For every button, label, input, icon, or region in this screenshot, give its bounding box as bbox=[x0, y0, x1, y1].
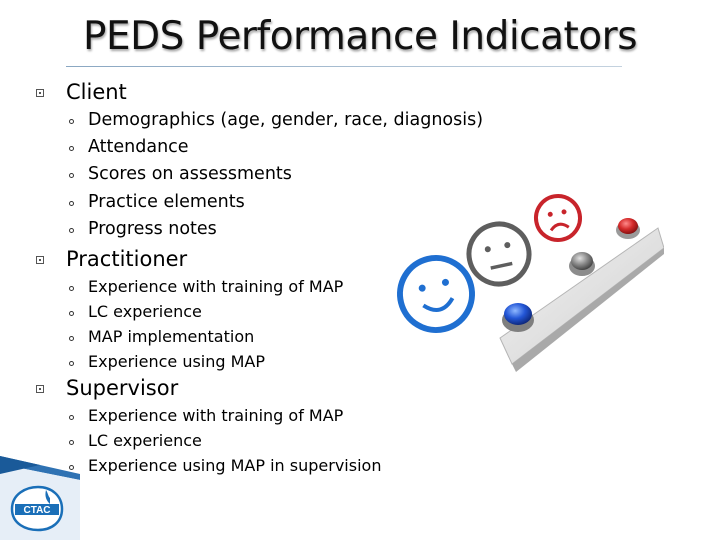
list-item: Experience with training of MAP bbox=[0, 277, 720, 302]
circle-bullet-icon bbox=[69, 336, 74, 341]
circle-bullet-icon bbox=[69, 361, 74, 366]
circle-bullet-icon bbox=[69, 119, 74, 124]
list-item-label: Experience using MAP in supervision bbox=[88, 456, 382, 475]
list-item-label: Attendance bbox=[88, 137, 189, 158]
circle-bullet-icon bbox=[69, 440, 74, 445]
circle-bullet-icon bbox=[69, 200, 74, 206]
section-client: Client Demographics (age, gender, race, … bbox=[0, 80, 720, 246]
list-item: Experience with training of MAP bbox=[0, 406, 720, 431]
section-heading-row: Practitioner bbox=[0, 247, 720, 275]
circle-bullet-icon bbox=[69, 286, 74, 291]
list-item: Practice elements bbox=[0, 192, 720, 219]
circle-bullet-icon bbox=[69, 465, 74, 470]
list-item: Experience using MAP in supervision bbox=[0, 456, 720, 481]
square-bullet-icon bbox=[36, 385, 44, 393]
logo-text: CTAC bbox=[23, 505, 50, 516]
list-item-label: Demographics (age, gender, race, diagnos… bbox=[88, 110, 484, 130]
circle-bullet-icon bbox=[69, 227, 74, 233]
section-heading: Supervisor bbox=[66, 376, 179, 400]
list-item-label: Practice elements bbox=[88, 191, 245, 212]
section-heading-row: Client bbox=[0, 80, 720, 108]
square-bullet-icon bbox=[36, 89, 44, 97]
list-item: LC experience bbox=[0, 302, 720, 327]
section-heading: Practitioner bbox=[66, 247, 188, 271]
list-item-label: Experience with training of MAP bbox=[88, 277, 344, 296]
list-item: LC experience bbox=[0, 431, 720, 456]
list-item-label: Scores on assessments bbox=[88, 164, 292, 185]
list-item: Demographics (age, gender, race, diagnos… bbox=[0, 110, 720, 137]
list-item-label: LC experience bbox=[88, 302, 202, 321]
bullet-list: Experience with training of MAP LC exper… bbox=[0, 406, 720, 481]
list-item: MAP implementation bbox=[0, 327, 720, 352]
slide-title: PEDS Performance Indicators bbox=[82, 14, 638, 59]
list-item: Progress notes bbox=[0, 219, 720, 246]
section-supervisor: Supervisor Experience with training of M… bbox=[0, 376, 720, 481]
list-item-label: Experience using MAP bbox=[88, 352, 266, 371]
list-item: Experience using MAP bbox=[0, 352, 720, 377]
square-bullet-icon bbox=[36, 256, 44, 264]
list-item: Scores on assessments bbox=[0, 164, 720, 191]
title-underline bbox=[66, 66, 622, 67]
bullet-list: Demographics (age, gender, race, diagnos… bbox=[0, 110, 720, 246]
list-item-label: MAP implementation bbox=[88, 327, 255, 346]
section-heading: Client bbox=[66, 80, 127, 104]
list-item-label: LC experience bbox=[88, 431, 202, 450]
list-item: Attendance bbox=[0, 137, 720, 164]
circle-bullet-icon bbox=[69, 146, 74, 152]
bullet-list: Experience with training of MAP LC exper… bbox=[0, 277, 720, 377]
list-item-label: Progress notes bbox=[88, 218, 217, 239]
section-practitioner: Practitioner Experience with training of… bbox=[0, 247, 720, 377]
circle-bullet-icon bbox=[69, 415, 74, 420]
section-heading-row: Supervisor bbox=[0, 376, 720, 404]
list-item-label: Experience with training of MAP bbox=[88, 406, 344, 425]
circle-bullet-icon bbox=[69, 311, 74, 316]
ctac-logo: CTAC bbox=[10, 485, 64, 532]
satisfaction-rating-faces-with-buttons-icon bbox=[397, 194, 664, 372]
circle-bullet-icon bbox=[69, 173, 74, 179]
